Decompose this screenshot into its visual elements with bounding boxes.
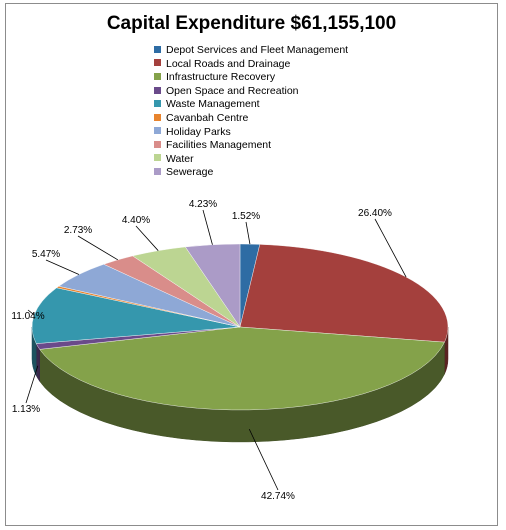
data-label: 42.74% [261,491,295,502]
legend-item: Local Roads and Drainage [154,58,348,72]
legend-label: Holiday Parks [166,125,231,138]
pie-labels: 1.52% 26.40% 42.74% 1.13% 11.04% 5.47% 2.73% 4.… [11,199,407,502]
legend-item: Infrastructure Recovery [154,71,348,85]
legend-item: Open Space and Recreation [154,85,348,99]
leader-line [245,221,251,245]
legend-label: Depot Services and Fleet Management [166,44,349,56]
legend-label: Cavanbah Centre [166,111,249,124]
legend-swatch [154,100,161,108]
data-label: 1.52% [232,211,260,222]
legend-swatch [154,86,161,94]
legend-item: Sewerage [154,166,348,180]
data-label: 2.73% [64,225,92,236]
data-label: 11.04% [11,311,44,322]
legend-label: Open Space and Recreation [166,84,299,97]
legend-item: Cavanbah Centre [154,112,348,126]
legend-item: Water [154,153,348,167]
chart-title: Capital Expenditure $61,155,100 [106,13,397,34]
legend-label: Facilities Management [166,139,272,152]
leader-line [77,235,118,261]
pie-slice [39,326,445,411]
pie-slice [239,244,449,343]
legend-label: Waste Management [166,98,260,111]
data-label: 4.23% [189,199,217,210]
data-label: 26.40% [358,208,392,219]
legend-item: Waste Management [154,98,348,112]
legend-swatch [154,72,161,80]
data-label: 5.47% [32,249,60,260]
pie-slice-side [35,343,40,383]
legend-item: Holiday Parks [154,126,348,140]
leader-line [25,365,39,404]
legend-item: Facilities Management [154,139,348,153]
pie-tops [31,243,449,411]
legend-label: Sewerage [166,166,214,179]
chart-legend: Depot Services and Fleet Management Local… [154,44,348,180]
leader-line [27,309,35,316]
leader-line [202,209,213,245]
legend-swatch [154,45,161,53]
leader-line [135,225,159,251]
pie-slice [31,287,241,344]
leader-line [45,259,80,275]
legend-swatch [154,168,161,176]
leader-line [248,428,279,491]
data-label: 4.40% [122,215,150,226]
legend-label: Infrastructure Recovery [166,71,276,84]
leader-line [374,218,407,278]
pie-slice [185,243,241,328]
legend-swatch [154,154,161,162]
legend-item: Depot Services and Fleet Management [154,44,348,58]
legend-swatch [154,140,161,148]
legend-swatch [154,127,161,135]
data-label: 1.13% [12,404,40,415]
legend-label: Water [166,152,194,165]
legend-swatch [154,59,161,67]
legend-swatch [154,113,161,121]
legend-label: Local Roads and Drainage [166,57,291,70]
